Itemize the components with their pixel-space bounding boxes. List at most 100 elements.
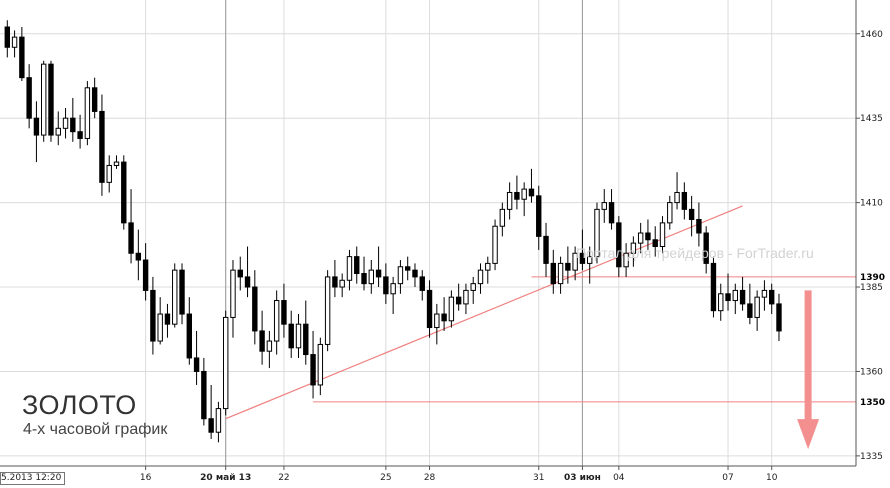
candle-body-down (543, 235, 549, 264)
candle (477, 263, 484, 294)
candle (19, 27, 25, 82)
candle (230, 260, 236, 338)
candle (565, 246, 571, 284)
candle (70, 97, 76, 142)
level-label-bg (857, 395, 887, 408)
y-tick-label: 1385 (860, 283, 883, 293)
candle (405, 256, 411, 281)
price-axis: 1335 1360 1385 1410 1435 1460 1390 1350 (855, 0, 887, 466)
candle (463, 283, 469, 315)
candle-body-up (506, 191, 513, 210)
candle (361, 256, 367, 291)
candle-body-down (193, 357, 200, 372)
candle-body-up (11, 36, 18, 48)
candle-body-up (339, 279, 345, 288)
candle (11, 30, 18, 58)
candle-body-up (215, 408, 222, 433)
candle (295, 314, 302, 358)
candle-body-up (630, 242, 637, 254)
candle-body-down (441, 313, 447, 322)
candle-body-up (41, 63, 47, 136)
candle-body-down (412, 269, 418, 278)
candle-body-down (33, 117, 40, 136)
candle-body-up (667, 202, 673, 224)
candle (4, 20, 10, 58)
candle (375, 246, 382, 288)
candle-body-down (375, 269, 382, 278)
candle (91, 77, 98, 119)
candle-body-up (172, 269, 178, 325)
candle-body-up (390, 283, 396, 295)
candle (273, 290, 280, 355)
candle-body-down (550, 262, 556, 285)
candle-body-up (623, 252, 629, 268)
candle-body-down (19, 36, 25, 79)
candle-body-down (747, 303, 753, 318)
candle (33, 101, 40, 163)
x-tick-label: 28 (424, 473, 436, 483)
candle-body-down (26, 77, 32, 119)
x-tick-label: 10 (766, 473, 778, 483)
candle (434, 303, 440, 345)
candle-body-down (608, 202, 615, 224)
candle (608, 189, 615, 230)
candle-body-down (48, 63, 54, 136)
candle-body-up (732, 289, 738, 302)
candle (215, 401, 222, 443)
candle-body-down (739, 289, 746, 305)
candle-body-down (776, 303, 782, 332)
start-date-label: 5.2013 12:20 (0, 472, 66, 485)
candle (397, 260, 404, 294)
candle-body-up (106, 164, 112, 183)
candle (266, 330, 273, 369)
x-tick-label: 22 (278, 473, 289, 483)
candle-body-down (332, 276, 338, 288)
candles (4, 20, 782, 443)
candle-body-down (252, 286, 258, 332)
candle-body-up (324, 276, 331, 345)
candle-body-down (164, 313, 171, 325)
candle-body-up (266, 340, 273, 352)
candle (223, 310, 229, 416)
candle-body-down (645, 232, 651, 241)
candle (696, 202, 702, 247)
candle-body-down (565, 262, 571, 271)
y-tick-label: 1360 (860, 367, 883, 377)
candle-body-up (754, 296, 760, 318)
x-tick-label: 16 (140, 473, 152, 483)
candle (455, 283, 462, 311)
candle (310, 330, 316, 399)
candle-body-down (383, 276, 389, 295)
candle (244, 246, 251, 298)
forecast-arrow-head (797, 419, 820, 450)
candle-body-down (150, 289, 156, 342)
candle-body-up (659, 222, 666, 248)
candle (354, 246, 360, 284)
candle (652, 226, 658, 257)
candle (281, 283, 287, 338)
candle-body-down (703, 232, 709, 264)
candle-body-up (273, 300, 280, 342)
candle (769, 283, 775, 315)
candle-body-up (463, 289, 469, 305)
candle-body-down (419, 276, 425, 291)
candle (121, 155, 127, 230)
candle (616, 216, 622, 277)
candle (739, 276, 746, 311)
level-label-1390: 1390 (860, 273, 885, 283)
candle (303, 300, 309, 365)
candle-body-down (536, 195, 542, 237)
candle (164, 303, 171, 338)
candle-body-down (70, 117, 76, 133)
candle (557, 256, 564, 294)
candle (499, 202, 506, 237)
x-tick-label: 07 (722, 473, 733, 483)
candle (587, 246, 593, 284)
candle-body-up (223, 316, 229, 410)
candle (113, 155, 120, 169)
candle-body-up (113, 161, 120, 166)
candle (426, 280, 433, 338)
candle-body-down (528, 188, 535, 197)
candle-body-up (470, 283, 476, 291)
candle-body-up (448, 296, 455, 322)
